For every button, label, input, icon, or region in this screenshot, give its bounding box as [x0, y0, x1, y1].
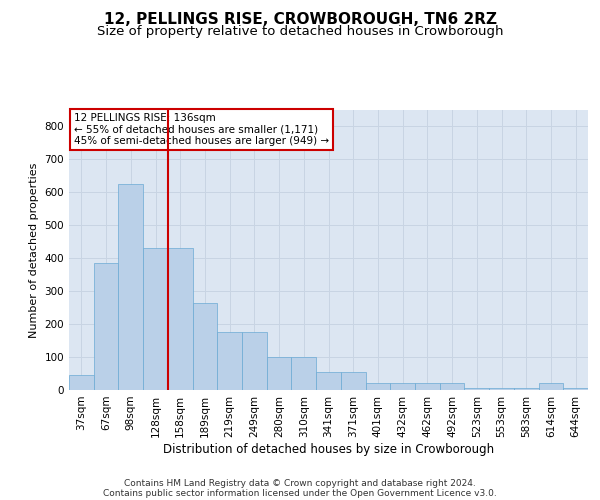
Bar: [69, 375, 94, 390]
Bar: [464, 388, 489, 390]
Bar: [415, 384, 440, 390]
Bar: [242, 332, 267, 390]
Bar: [292, 357, 316, 390]
Bar: [267, 357, 292, 390]
Bar: [365, 384, 390, 390]
Text: 12 PELLINGS RISE: 136sqm
← 55% of detached houses are smaller (1,171)
45% of sem: 12 PELLINGS RISE: 136sqm ← 55% of detach…: [74, 113, 329, 146]
Bar: [440, 384, 464, 390]
Text: Contains HM Land Registry data © Crown copyright and database right 2024.: Contains HM Land Registry data © Crown c…: [124, 478, 476, 488]
Text: Contains public sector information licensed under the Open Government Licence v3: Contains public sector information licen…: [103, 488, 497, 498]
Bar: [118, 184, 143, 390]
Bar: [316, 372, 341, 390]
Bar: [489, 388, 514, 390]
Bar: [143, 248, 168, 390]
Bar: [341, 372, 365, 390]
Bar: [168, 248, 193, 390]
Text: 12, PELLINGS RISE, CROWBOROUGH, TN6 2RZ: 12, PELLINGS RISE, CROWBOROUGH, TN6 2RZ: [104, 12, 497, 28]
Bar: [94, 263, 118, 390]
Bar: [539, 384, 563, 390]
Bar: [390, 384, 415, 390]
Y-axis label: Number of detached properties: Number of detached properties: [29, 162, 39, 338]
Bar: [217, 332, 242, 390]
Bar: [514, 388, 539, 390]
Text: Size of property relative to detached houses in Crowborough: Size of property relative to detached ho…: [97, 25, 503, 38]
Bar: [193, 302, 217, 390]
X-axis label: Distribution of detached houses by size in Crowborough: Distribution of detached houses by size …: [163, 442, 494, 456]
Bar: [563, 388, 588, 390]
